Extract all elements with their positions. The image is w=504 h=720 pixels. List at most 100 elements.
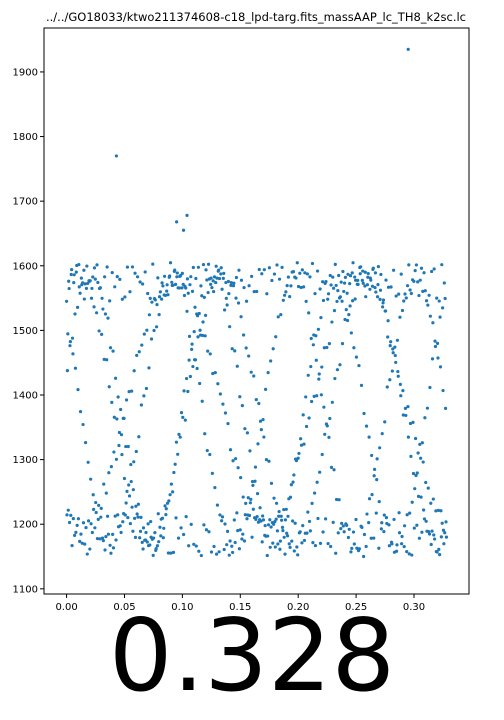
data-point xyxy=(97,518,100,521)
data-point xyxy=(318,287,321,290)
data-point xyxy=(146,292,149,295)
data-point xyxy=(103,548,106,551)
data-point xyxy=(93,266,96,269)
data-point xyxy=(235,511,238,514)
data-point xyxy=(317,328,320,331)
data-point xyxy=(324,280,327,283)
data-point xyxy=(260,428,263,431)
data-point xyxy=(308,416,311,419)
data-point xyxy=(320,393,323,396)
data-points xyxy=(65,48,448,558)
data-point xyxy=(142,526,145,529)
data-point xyxy=(182,389,185,392)
data-point xyxy=(254,466,257,469)
data-point xyxy=(185,377,188,380)
data-point xyxy=(91,275,94,278)
data-point xyxy=(358,547,361,550)
data-point xyxy=(133,369,136,372)
data-point xyxy=(243,427,246,430)
data-point xyxy=(71,352,74,355)
data-point xyxy=(443,281,446,284)
data-point xyxy=(237,466,240,469)
data-point xyxy=(429,502,432,505)
data-point xyxy=(415,524,418,527)
data-point xyxy=(160,281,163,284)
data-point xyxy=(137,435,140,438)
data-point xyxy=(73,273,76,276)
data-point xyxy=(399,383,402,386)
data-point xyxy=(379,289,382,292)
data-point xyxy=(90,297,93,300)
data-point xyxy=(264,388,267,391)
data-point xyxy=(340,280,343,283)
data-point xyxy=(438,299,441,302)
data-point xyxy=(290,540,293,543)
data-point xyxy=(195,544,198,547)
data-point xyxy=(90,287,93,290)
data-point xyxy=(285,508,288,511)
data-point xyxy=(120,453,123,456)
y-tick-label: 1500 xyxy=(13,326,38,337)
data-point xyxy=(420,267,423,270)
data-point xyxy=(283,294,286,297)
data-point xyxy=(184,286,187,289)
data-point xyxy=(180,286,183,289)
data-point xyxy=(139,530,142,533)
data-point xyxy=(142,394,145,397)
data-point xyxy=(412,280,415,283)
data-point xyxy=(399,394,402,397)
data-point xyxy=(105,492,108,495)
data-point xyxy=(320,365,323,368)
data-point xyxy=(255,398,258,401)
data-point xyxy=(433,537,436,540)
data-point xyxy=(414,437,417,440)
data-point xyxy=(179,526,182,529)
data-point xyxy=(395,294,398,297)
data-point xyxy=(267,371,270,374)
data-point xyxy=(278,278,281,281)
data-point xyxy=(155,547,158,550)
data-point xyxy=(232,282,235,285)
data-point xyxy=(105,358,108,361)
data-point xyxy=(398,316,401,319)
data-point xyxy=(159,290,162,293)
data-point xyxy=(67,509,70,512)
data-point xyxy=(267,460,270,463)
data-point xyxy=(427,487,430,490)
data-point xyxy=(264,524,267,527)
data-point xyxy=(83,297,86,300)
data-point xyxy=(360,526,363,529)
data-point xyxy=(302,285,305,288)
data-point xyxy=(389,344,392,347)
data-point xyxy=(143,332,146,335)
data-point xyxy=(220,266,223,269)
data-point xyxy=(175,220,178,223)
data-point xyxy=(92,493,95,496)
data-point xyxy=(394,354,397,357)
data-point xyxy=(292,270,295,273)
data-point xyxy=(131,265,134,268)
data-point xyxy=(226,303,229,306)
data-point xyxy=(228,539,231,542)
data-point xyxy=(194,277,197,280)
data-point xyxy=(381,301,384,304)
data-point xyxy=(379,273,382,276)
data-point xyxy=(416,471,419,474)
data-point xyxy=(220,288,223,291)
data-point xyxy=(313,292,316,295)
data-point xyxy=(222,277,225,280)
data-point xyxy=(133,272,136,275)
data-point xyxy=(135,450,138,453)
data-point xyxy=(368,288,371,291)
data-point xyxy=(119,524,122,527)
data-point xyxy=(102,539,105,542)
data-point xyxy=(66,369,69,372)
data-point xyxy=(78,285,81,288)
data-point xyxy=(193,330,196,333)
data-point xyxy=(172,471,175,474)
data-point xyxy=(299,437,302,440)
data-point xyxy=(387,523,390,526)
data-point xyxy=(382,530,385,533)
data-point xyxy=(171,490,174,493)
data-point xyxy=(199,284,202,287)
